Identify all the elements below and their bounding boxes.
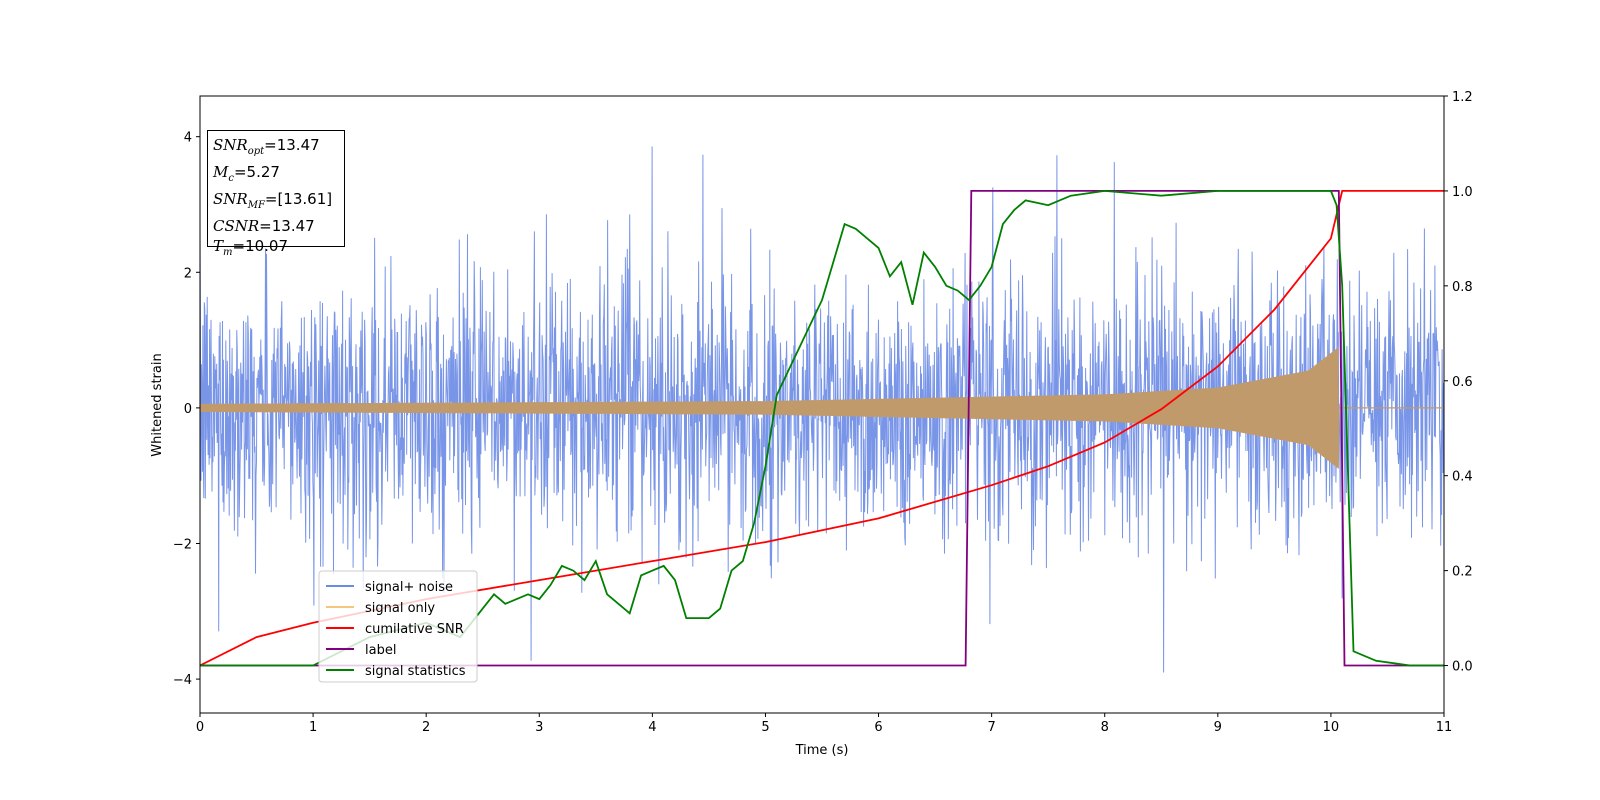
y-right-tick-label: 0.2 bbox=[1452, 565, 1473, 580]
legend-label: label bbox=[365, 643, 396, 658]
legend-label: signal statistics bbox=[365, 664, 466, 679]
x-tick-label: 9 bbox=[1214, 720, 1222, 735]
x-tick-label: 7 bbox=[987, 720, 995, 735]
x-tick-label: 3 bbox=[535, 720, 543, 735]
tm-value: =10.07 bbox=[232, 237, 289, 255]
series-label bbox=[200, 190, 1444, 667]
x-tick-label: 8 bbox=[1101, 720, 1109, 735]
legend-frame bbox=[318, 570, 478, 683]
mc-label: M bbox=[213, 163, 229, 181]
snr-opt-value: =13.47 bbox=[264, 136, 320, 154]
x-tick-label: 6 bbox=[874, 720, 882, 735]
x-tick-label: 2 bbox=[422, 720, 430, 735]
y-left-tick-label: −4 bbox=[173, 673, 192, 688]
y-right-tick-label: 1.0 bbox=[1452, 185, 1473, 200]
plot-frame bbox=[199, 95, 1445, 714]
x-tick-label: 10 bbox=[1323, 720, 1340, 735]
x-tick-label: 4 bbox=[648, 720, 656, 735]
mc-value: =5.27 bbox=[233, 163, 280, 181]
y-left-tick-label: 2 bbox=[184, 266, 192, 281]
snr-opt-line: SNRopt=13.47 bbox=[213, 135, 339, 162]
legend: signal+ noise signal only cumilative SNR la… bbox=[318, 570, 478, 683]
y-axis-left: −4 −2 0 2 4 bbox=[173, 131, 200, 688]
y-axis-title: Whitened strain bbox=[150, 353, 165, 456]
csnr-label: CSNR bbox=[213, 217, 260, 235]
snr-opt-label: SNR bbox=[213, 136, 248, 154]
mc-sub: c bbox=[228, 173, 234, 184]
legend-label: signal+ noise bbox=[365, 580, 453, 595]
snr-mf-label: SNR bbox=[213, 190, 248, 208]
snr-opt-sub: opt bbox=[247, 146, 265, 157]
x-axis-title: Time (s) bbox=[795, 743, 849, 758]
y-right-tick-label: 0.8 bbox=[1452, 280, 1473, 295]
snr-mf-line: SNRMF=[13.61] bbox=[213, 189, 339, 216]
y-right-tick-label: 1.2 bbox=[1452, 90, 1473, 105]
y-left-tick-label: 0 bbox=[184, 402, 192, 417]
x-tick-label: 5 bbox=[761, 720, 769, 735]
stats-annotation-box: SNRopt=13.47 Mc=5.27 SNRMF=[13.61] CSNR=… bbox=[207, 130, 345, 258]
y-left-tick-label: 4 bbox=[184, 131, 192, 146]
snr-mf-value: =[13.61] bbox=[264, 190, 333, 208]
tm-sub: m bbox=[223, 247, 233, 258]
legend-label: signal only bbox=[365, 601, 435, 616]
x-tick-label: 1 bbox=[309, 720, 317, 735]
csnr-value: =13.47 bbox=[259, 217, 315, 235]
series-signal-only bbox=[200, 347, 1444, 469]
series-signal-statistics bbox=[200, 189, 1444, 667]
tm-label: T bbox=[213, 237, 224, 255]
csnr-line: CSNR=13.47 bbox=[213, 216, 339, 236]
snr-mf-sub: MF bbox=[247, 200, 265, 211]
x-axis: 0 1 2 3 4 5 6 7 8 9 10 11 bbox=[196, 713, 1452, 735]
y-left-tick-label: −2 bbox=[173, 537, 192, 552]
legend-label: cumilative SNR bbox=[365, 622, 464, 637]
x-tick-label: 11 bbox=[1436, 720, 1453, 735]
mc-line: Mc=5.27 bbox=[213, 162, 339, 189]
tm-line: Tm=10.07 bbox=[213, 236, 339, 263]
y-right-tick-label: 0.6 bbox=[1452, 375, 1473, 390]
y-right-tick-label: 0.0 bbox=[1452, 660, 1473, 675]
x-tick-label: 0 bbox=[196, 720, 204, 735]
y-right-tick-label: 0.4 bbox=[1452, 470, 1473, 485]
y-axis-right: 0.0 0.2 0.4 0.6 0.8 1.0 1.2 bbox=[1444, 90, 1473, 675]
